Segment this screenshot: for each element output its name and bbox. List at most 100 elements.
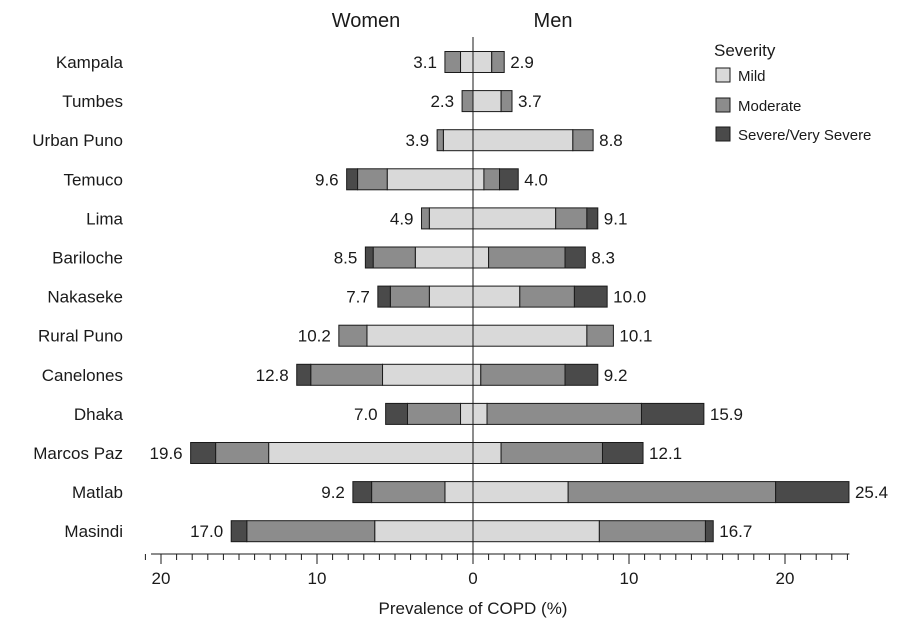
value-men-bariloche: 8.3 bbox=[591, 249, 615, 268]
x-axis: 20 10 0 10 20 bbox=[144, 553, 850, 588]
bar-women-mild-bariloche bbox=[414, 246, 474, 269]
legend-label-mild: Mild bbox=[738, 68, 766, 85]
bar-women-mild-rural-puno bbox=[366, 324, 474, 347]
bar-women-mild-marcos-paz bbox=[268, 442, 474, 464]
bar-men-mild-nakaseke bbox=[472, 285, 521, 308]
site-label-masindi: Masindi bbox=[64, 522, 123, 541]
tick-label: 0 bbox=[468, 569, 477, 588]
bar-women-severe-bariloche bbox=[364, 246, 374, 269]
bar-men-moderate-marcos-paz bbox=[500, 442, 603, 464]
bar-women-moderate-lima bbox=[421, 207, 430, 230]
bar-men-severe-temuco bbox=[499, 168, 519, 191]
value-women-rural-puno: 10.2 bbox=[298, 327, 331, 346]
bar-men-mild-lima bbox=[472, 207, 557, 230]
bar-men-moderate-temuco bbox=[483, 168, 501, 191]
value-women-canelones: 12.8 bbox=[256, 366, 289, 385]
value-men-matlab: 25.4 bbox=[855, 483, 888, 502]
bar-men-moderate-lima bbox=[555, 207, 588, 230]
bar-men-mild-tumbes bbox=[472, 90, 502, 113]
bar-women-moderate-masindi bbox=[246, 520, 376, 543]
bar-men-moderate-bariloche bbox=[488, 246, 566, 269]
bar-men-mild-masindi bbox=[472, 520, 600, 543]
bar-men-moderate-matlab bbox=[567, 481, 777, 504]
bar-men-mild-matlab bbox=[472, 481, 569, 504]
bar-women-mild-urban-puno bbox=[442, 129, 474, 152]
value-men-lima: 9.1 bbox=[604, 209, 628, 228]
site-label-temuco: Temuco bbox=[63, 170, 123, 189]
bar-women-moderate-bariloche bbox=[372, 246, 416, 269]
bar-women-moderate-tumbes bbox=[461, 90, 474, 113]
bar-men-mild-rural-puno bbox=[472, 324, 588, 347]
site-label-urban-puno: Urban Puno bbox=[32, 131, 123, 150]
bar-men-severe-canelones bbox=[564, 363, 599, 386]
bar-men-mild-bariloche bbox=[472, 246, 490, 269]
legend-label-moderate: Moderate bbox=[738, 98, 801, 115]
value-women-urban-puno: 3.9 bbox=[405, 131, 429, 150]
site-label-rural-puno: Rural Puno bbox=[38, 327, 123, 346]
bar-men-severe-dhaka bbox=[640, 402, 705, 425]
bar-men-moderate-urban-puno bbox=[572, 129, 594, 152]
value-women-nakaseke: 7.7 bbox=[346, 288, 370, 307]
bar-men-severe-lima bbox=[586, 207, 599, 230]
bar-women-severe-dhaka bbox=[385, 402, 408, 425]
site-label-marcos-paz: Marcos Paz bbox=[33, 444, 123, 463]
header-women: Women bbox=[332, 10, 401, 32]
value-men-nakaseke: 10.0 bbox=[613, 288, 646, 307]
value-men-dhaka: 15.9 bbox=[710, 405, 743, 424]
bar-women-moderate-nakaseke bbox=[389, 285, 430, 308]
bar-women-moderate-matlab bbox=[371, 481, 446, 504]
value-women-temuco: 9.6 bbox=[315, 170, 339, 189]
site-label-nakaseke: Nakaseke bbox=[47, 288, 123, 307]
tick-label: 10 bbox=[620, 569, 639, 588]
value-women-tumbes: 2.3 bbox=[430, 92, 454, 111]
bar-men-moderate-dhaka bbox=[486, 402, 642, 425]
bar-women-mild-dhaka bbox=[460, 402, 474, 425]
site-label-bariloche: Bariloche bbox=[52, 249, 123, 268]
bar-women-mild-nakaseke bbox=[428, 285, 474, 308]
legend: Severity Mild Moderate Severe/Very Sever… bbox=[714, 41, 871, 144]
header-men: Men bbox=[534, 10, 573, 32]
bar-men-mild-dhaka bbox=[472, 402, 488, 425]
tick-label: 20 bbox=[776, 569, 795, 588]
bar-women-mild-canelones bbox=[382, 363, 474, 386]
value-women-dhaka: 7.0 bbox=[354, 405, 378, 424]
bar-women-mild-temuco bbox=[386, 168, 474, 191]
bar-men-mild-urban-puno bbox=[472, 129, 574, 152]
legend-swatch-moderate bbox=[715, 97, 731, 113]
bar-women-mild-matlab bbox=[444, 481, 474, 504]
legend-swatch-severe bbox=[715, 126, 731, 142]
value-women-marcos-paz: 19.6 bbox=[150, 444, 183, 463]
bar-women-severe-canelones bbox=[296, 363, 312, 386]
bar-women-severe-marcos-paz bbox=[190, 442, 217, 464]
site-label-kampala: Kampala bbox=[56, 53, 124, 72]
legend-label-severe: Severe/Very Severe bbox=[738, 127, 871, 144]
bar-women-moderate-urban-puno bbox=[436, 129, 444, 152]
value-men-temuco: 4.0 bbox=[524, 170, 548, 189]
value-men-canelones: 9.2 bbox=[604, 366, 628, 385]
site-label-lima: Lima bbox=[86, 209, 123, 228]
value-women-matlab: 9.2 bbox=[321, 483, 345, 502]
bar-men-severe-bariloche bbox=[564, 246, 586, 269]
bar-men-moderate-nakaseke bbox=[519, 285, 575, 308]
legend-swatch-mild bbox=[715, 67, 731, 83]
bar-women-mild-lima bbox=[428, 207, 474, 230]
bar-men-moderate-masindi bbox=[598, 520, 706, 543]
site-label-tumbes: Tumbes bbox=[62, 92, 123, 111]
bars-group: Kampala 3.1 2.9 Tumbes 2.3 3.7 Urban Puno 3.9 8.… bbox=[32, 37, 888, 554]
value-men-kampala: 2.9 bbox=[510, 53, 534, 72]
site-label-dhaka: Dhaka bbox=[74, 405, 124, 424]
tick-label: 10 bbox=[308, 569, 327, 588]
legend-title: Severity bbox=[714, 41, 776, 60]
value-men-urban-puno: 8.8 bbox=[599, 131, 623, 150]
bar-men-moderate-canelones bbox=[480, 363, 566, 386]
bar-men-mild-temuco bbox=[472, 168, 485, 191]
bar-women-severe-matlab bbox=[352, 481, 373, 504]
bar-men-severe-masindi bbox=[704, 520, 714, 543]
bar-women-severe-nakaseke bbox=[377, 285, 391, 308]
bar-women-severe-temuco bbox=[346, 168, 359, 191]
value-women-kampala: 3.1 bbox=[413, 53, 437, 72]
bar-women-moderate-temuco bbox=[357, 168, 388, 191]
value-women-masindi: 17.0 bbox=[190, 522, 223, 541]
bar-women-mild-masindi bbox=[374, 520, 474, 543]
